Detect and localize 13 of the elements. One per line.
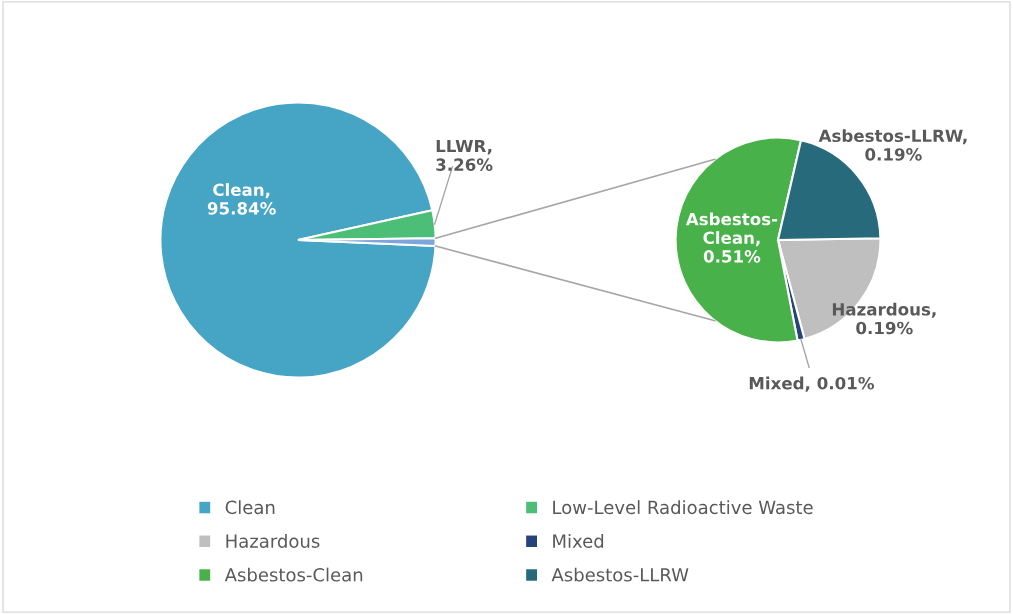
legend-label: Clean — [225, 500, 275, 515]
legend-label: Asbestos-Clean — [224, 567, 363, 582]
data-label: LLWR, 3.26% — [436, 139, 493, 171]
data-label: Clean, 95.84% — [207, 183, 276, 215]
pie-slice — [159, 101, 437, 379]
legend-label: Hazardous — [226, 533, 320, 548]
legend-label: Low-Level Radioactive Waste — [553, 500, 813, 515]
legend-label: Asbestos-LLRW — [551, 567, 689, 582]
legend-label: Mixed — [553, 533, 604, 548]
data-label: Asbestos- Clean, 0.51% — [685, 212, 778, 263]
data-label: Asbestos-LLRW, 0.19% — [818, 129, 967, 161]
data-label: Mixed, 0.01% — [749, 376, 874, 392]
data-label: Hazardous, 0.19% — [832, 302, 936, 335]
